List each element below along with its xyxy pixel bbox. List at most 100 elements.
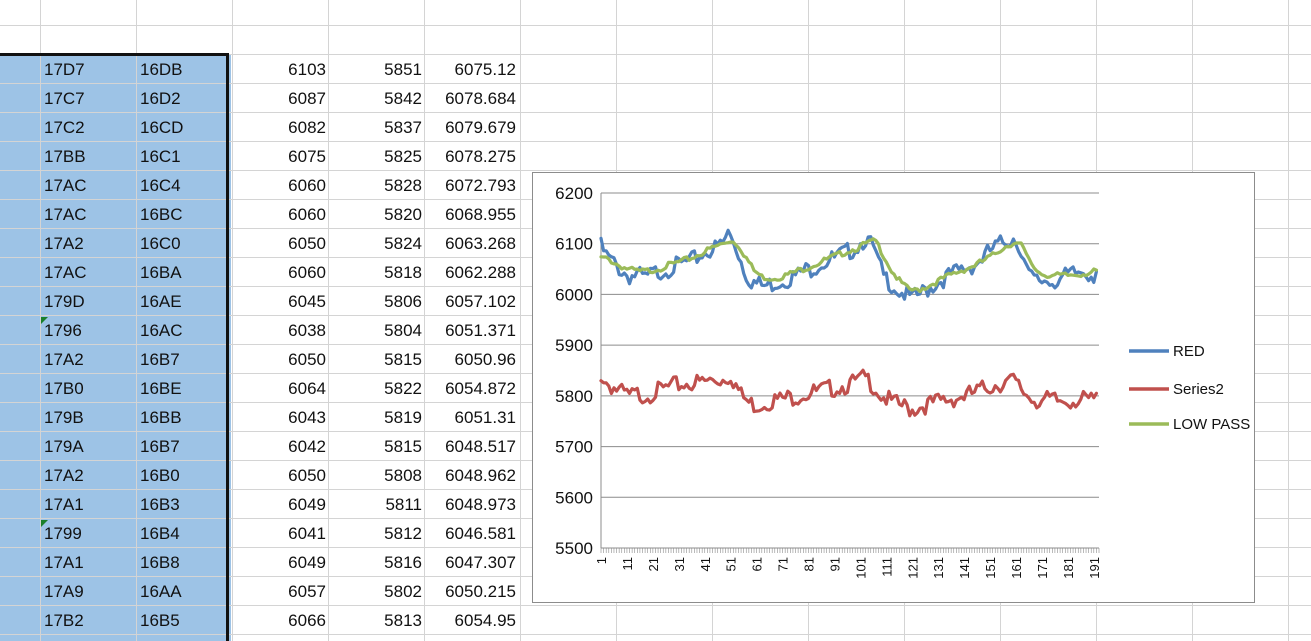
cell[interactable]: 16DB [140,60,183,79]
cell[interactable]: 6051.371 [445,321,516,340]
cell[interactable]: 6043 [288,408,326,427]
cell[interactable]: 6048.517 [445,437,516,456]
cell[interactable]: 5819 [384,408,422,427]
cell[interactable]: 17A1 [44,553,84,572]
cell[interactable]: 6078.275 [445,147,516,166]
cell[interactable]: 6042 [288,437,326,456]
cell[interactable]: 5822 [384,379,422,398]
cell[interactable]: 16BA [140,263,182,282]
cell[interactable]: 16B0 [140,466,180,485]
cell[interactable]: 16D2 [140,89,181,108]
cell[interactable]: 16AC [140,321,183,340]
cell[interactable]: 5818 [384,263,422,282]
cell[interactable]: 6060 [288,263,326,282]
cell[interactable]: 6064 [288,379,326,398]
cell[interactable]: 6046.581 [445,524,516,543]
cell[interactable]: 6063.268 [445,234,516,253]
cell[interactable]: 16B8 [140,553,180,572]
cell[interactable]: 17AC [44,263,87,282]
cell[interactable]: 6057 [288,582,326,601]
cell[interactable]: 16AE [140,292,182,311]
cell[interactable]: 17C7 [44,89,85,108]
cell[interactable]: 6082 [288,118,326,137]
cell[interactable]: 179D [44,292,85,311]
cell[interactable]: 6047.307 [445,553,516,572]
cell[interactable]: 6048.962 [445,466,516,485]
cell[interactable]: 6078.684 [445,89,516,108]
error-indicator-icon[interactable] [41,317,48,324]
cell[interactable]: 6054.872 [445,379,516,398]
cell[interactable]: 5825 [384,147,422,166]
cell[interactable]: 5813 [384,611,422,630]
cell[interactable]: 6048.973 [445,495,516,514]
cell[interactable]: 16B7 [140,437,180,456]
line-chart[interactable]: 5500 5600 5700 5800 5900 6000 6100 6200 1 11 21 31 4… [532,172,1255,603]
cell[interactable]: 16B4 [140,524,180,543]
cell[interactable]: 6057.102 [445,292,516,311]
cell[interactable]: 17B2 [44,611,84,630]
cell[interactable]: 17A2 [44,234,84,253]
cell[interactable]: 17B0 [44,379,84,398]
cell[interactable]: 17AC [44,176,87,195]
cell[interactable]: 5815 [384,437,422,456]
cell[interactable]: 6066 [288,611,326,630]
cell[interactable]: 6054.95 [454,611,516,630]
cell[interactable]: 16B5 [140,611,180,630]
cell[interactable]: 6050 [288,350,326,369]
cell[interactable]: 6072.793 [445,176,516,195]
cell[interactable]: 5802 [384,582,422,601]
cell[interactable]: 6045 [288,292,326,311]
cell[interactable]: 6049 [288,553,326,572]
cell[interactable]: 6051.31 [454,408,516,427]
cell[interactable]: 6041 [288,524,326,543]
cell[interactable]: 16BB [140,408,182,427]
cell[interactable]: 5808 [384,466,422,485]
cell[interactable]: 6050 [288,234,326,253]
cell[interactable]: 179A [44,437,84,456]
cell[interactable]: 16AA [140,582,182,601]
cell[interactable]: 6068.955 [445,205,516,224]
cell[interactable]: 5842 [384,89,422,108]
cell[interactable]: 6087 [288,89,326,108]
cell[interactable]: 16CD [140,118,184,137]
cell[interactable]: 17A9 [44,582,84,601]
cell[interactable]: 1796 [44,321,82,340]
cell[interactable]: 17D7 [44,60,85,79]
cell[interactable]: 17A2 [44,466,84,485]
cell[interactable]: 179B [44,408,84,427]
cell[interactable]: 5811 [385,495,422,514]
cell[interactable]: 16C0 [140,234,181,253]
cell[interactable]: 6038 [288,321,326,340]
cell[interactable]: 16BC [140,205,183,224]
cell[interactable]: 5806 [384,292,422,311]
cell[interactable]: 1799 [44,524,82,543]
cell[interactable]: 17C2 [44,118,85,137]
cell[interactable]: 17A1 [44,495,84,514]
cell[interactable]: 6050 [288,466,326,485]
cell[interactable]: 6049 [288,495,326,514]
cell[interactable]: 17AC [44,205,87,224]
cell[interactable]: 6075.12 [454,60,516,79]
cell[interactable]: 17A2 [44,350,84,369]
cell[interactable]: 5812 [384,524,422,543]
cell[interactable]: 16B3 [140,495,180,514]
cell[interactable]: 17BB [44,147,86,166]
cell[interactable]: 16C4 [140,176,181,195]
cell[interactable]: 6050.215 [445,582,516,601]
cell[interactable]: 5815 [384,350,422,369]
cell[interactable]: 16B7 [140,350,180,369]
cell[interactable]: 6060 [288,176,326,195]
cell[interactable]: 5828 [384,176,422,195]
error-indicator-icon[interactable] [41,520,48,527]
cell[interactable]: 6050.96 [454,350,516,369]
cell[interactable]: 5820 [384,205,422,224]
cell[interactable]: 5816 [384,553,422,572]
cell[interactable]: 5824 [384,234,422,253]
cell[interactable]: 16BE [140,379,182,398]
cell[interactable]: 6079.679 [445,118,516,137]
cell[interactable]: 5837 [384,118,422,137]
cell[interactable]: 6103 [288,60,326,79]
cell[interactable]: 6062.288 [445,263,516,282]
cell[interactable]: 16C1 [140,147,181,166]
